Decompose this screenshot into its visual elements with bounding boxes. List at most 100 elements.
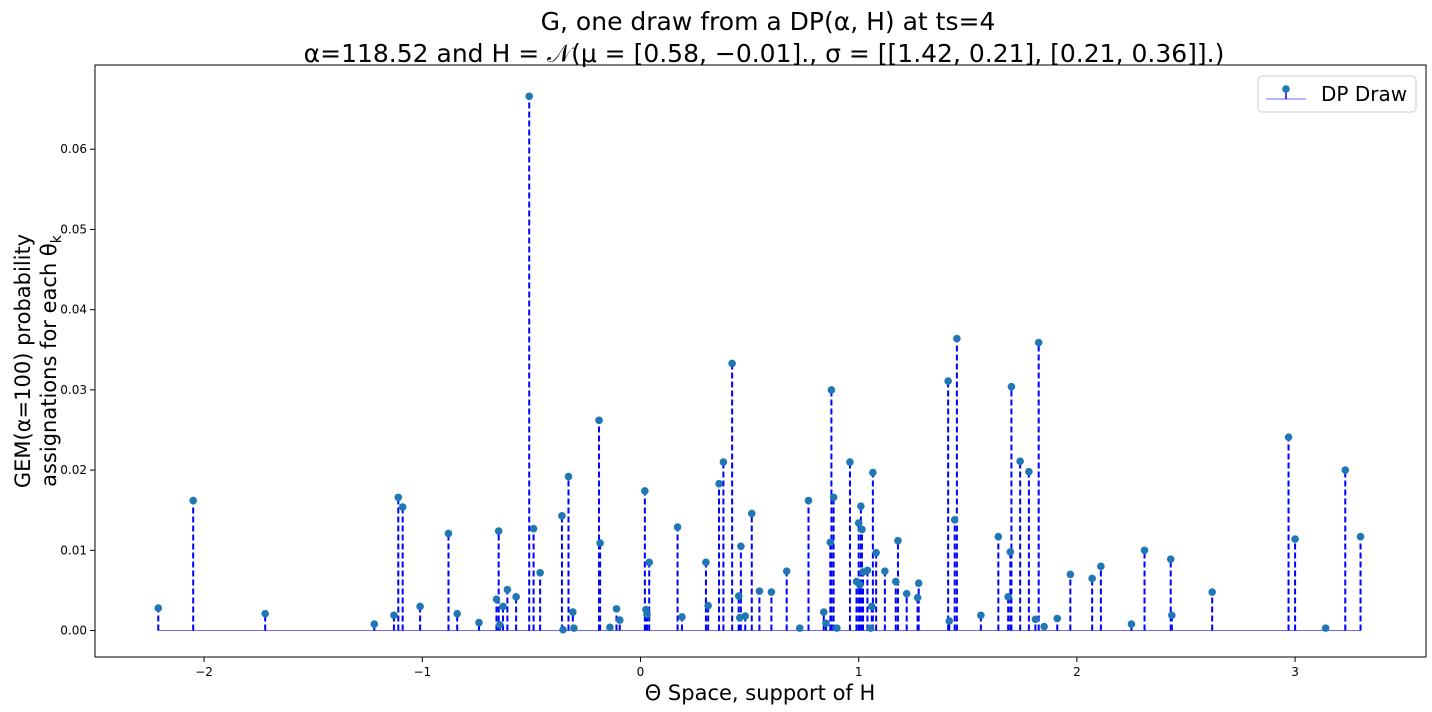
chart-title: G, one draw from a DP(α, H) at ts=4	[541, 7, 996, 36]
stem-marker	[495, 621, 504, 629]
stem-marker	[894, 536, 902, 545]
stem-marker	[398, 503, 407, 511]
y-tick-label: 0.04	[60, 303, 87, 317]
y-tick-label: 0.03	[60, 383, 87, 397]
stem-marker	[1053, 614, 1062, 623]
stem-marker	[702, 558, 710, 567]
stem-marker	[950, 516, 959, 524]
stem-marker	[795, 624, 804, 632]
markers	[154, 92, 1365, 634]
stem-marker	[704, 601, 712, 610]
stem-marker	[559, 625, 567, 634]
y-tick-label: 0.06	[60, 142, 87, 156]
stem-marker	[881, 567, 889, 575]
stem-marker	[994, 532, 1003, 541]
stems	[157, 96, 1362, 631]
stem-marker	[866, 624, 875, 632]
x-axis-label: Θ Space, support of H	[645, 681, 876, 705]
stem-marker	[595, 416, 603, 425]
stem-marker	[1016, 457, 1024, 466]
stem-marker	[1341, 466, 1350, 474]
stem-marker	[728, 359, 736, 368]
stem-marker	[846, 458, 854, 466]
x-tick-label: 0	[637, 665, 645, 679]
stem-marker	[858, 525, 866, 534]
stem-marker	[755, 587, 764, 596]
stem-marker	[154, 604, 163, 612]
x-tick-label: 1	[855, 665, 863, 679]
stem-marker	[1004, 593, 1012, 601]
x-ticks: −2 −1 0 1 2 3	[195, 657, 1299, 679]
stem-marker	[747, 509, 756, 518]
stem-marker	[1127, 620, 1136, 628]
stem-marker	[872, 548, 880, 557]
stem-marker	[615, 616, 624, 624]
y-tick-label: 0.05	[60, 222, 87, 236]
stem-marker	[1025, 467, 1033, 476]
y-axis-label-line2: assignations for each θk	[37, 234, 65, 487]
stem-marker	[569, 608, 577, 616]
stem-marker	[1168, 611, 1176, 620]
stem-marker	[829, 493, 838, 502]
stem-marker	[953, 334, 961, 343]
stem-marker	[503, 585, 512, 594]
stem-marker	[945, 617, 954, 625]
stem-marker	[1356, 532, 1365, 541]
legend-entry-dp-draw: DP Draw	[1321, 82, 1407, 106]
stem-marker	[1031, 615, 1040, 624]
stem-marker	[715, 479, 723, 488]
stem-marker	[1140, 546, 1149, 555]
stem-marker	[833, 624, 841, 632]
stem-marker	[189, 496, 197, 505]
stem-marker	[261, 609, 269, 618]
stem-marker	[1208, 588, 1216, 596]
stem-marker	[857, 502, 865, 510]
stem-marker	[529, 524, 538, 533]
stem-marker	[1321, 624, 1330, 632]
stem-marker	[494, 527, 503, 535]
x-tick-label: 3	[1291, 665, 1299, 679]
stem-marker	[606, 623, 614, 632]
stem-marker	[678, 613, 686, 621]
y-tick-label: 0.01	[60, 543, 87, 557]
stem-marker	[822, 619, 830, 628]
stem-marker	[444, 529, 453, 538]
stem-marker	[891, 577, 900, 586]
y-tick-label: 0.02	[60, 463, 87, 477]
plot-frame	[94, 64, 1427, 658]
stem-marker	[1097, 562, 1105, 571]
stem-marker	[867, 602, 876, 611]
y-tick-label: 0.00	[60, 624, 87, 638]
stem-marker	[1007, 382, 1016, 391]
stem-marker	[596, 539, 604, 547]
stem-marker	[643, 610, 651, 619]
stem-marker	[673, 523, 682, 531]
stem-marker	[475, 618, 483, 627]
stem-marker	[536, 568, 544, 577]
stem-marker	[741, 612, 750, 620]
stem-marker	[1006, 548, 1015, 556]
stem-marker	[641, 487, 649, 495]
stem-marker	[804, 496, 813, 505]
stem-marker	[1291, 535, 1299, 543]
stem-marker	[827, 386, 836, 394]
stem-marker	[394, 493, 403, 502]
y-axis-label: GEM(α=100) probability assignations for …	[11, 234, 65, 488]
stem-marker	[492, 595, 501, 604]
stem-marker	[863, 566, 872, 575]
stem-marker	[1066, 570, 1075, 579]
stem-marker	[1040, 622, 1048, 631]
y-axis-label-subscript: k	[49, 234, 65, 243]
stem-marker	[570, 624, 578, 632]
stem-marker	[819, 608, 828, 616]
stem-marker	[645, 558, 654, 567]
stem-marker	[370, 620, 379, 628]
y-ticks: 0.00 0.01 0.02 0.03 0.04 0.05 0.06	[60, 142, 95, 638]
stem-marker	[390, 611, 398, 620]
stem-marker	[977, 611, 985, 620]
chart-subtitle: α=118.52 and H = 𝒩(μ = [0.58, −0.01]., σ…	[304, 39, 1225, 68]
x-tick-label: 2	[1073, 665, 1081, 679]
stem-marker	[453, 609, 462, 618]
legend-box	[1257, 75, 1417, 113]
